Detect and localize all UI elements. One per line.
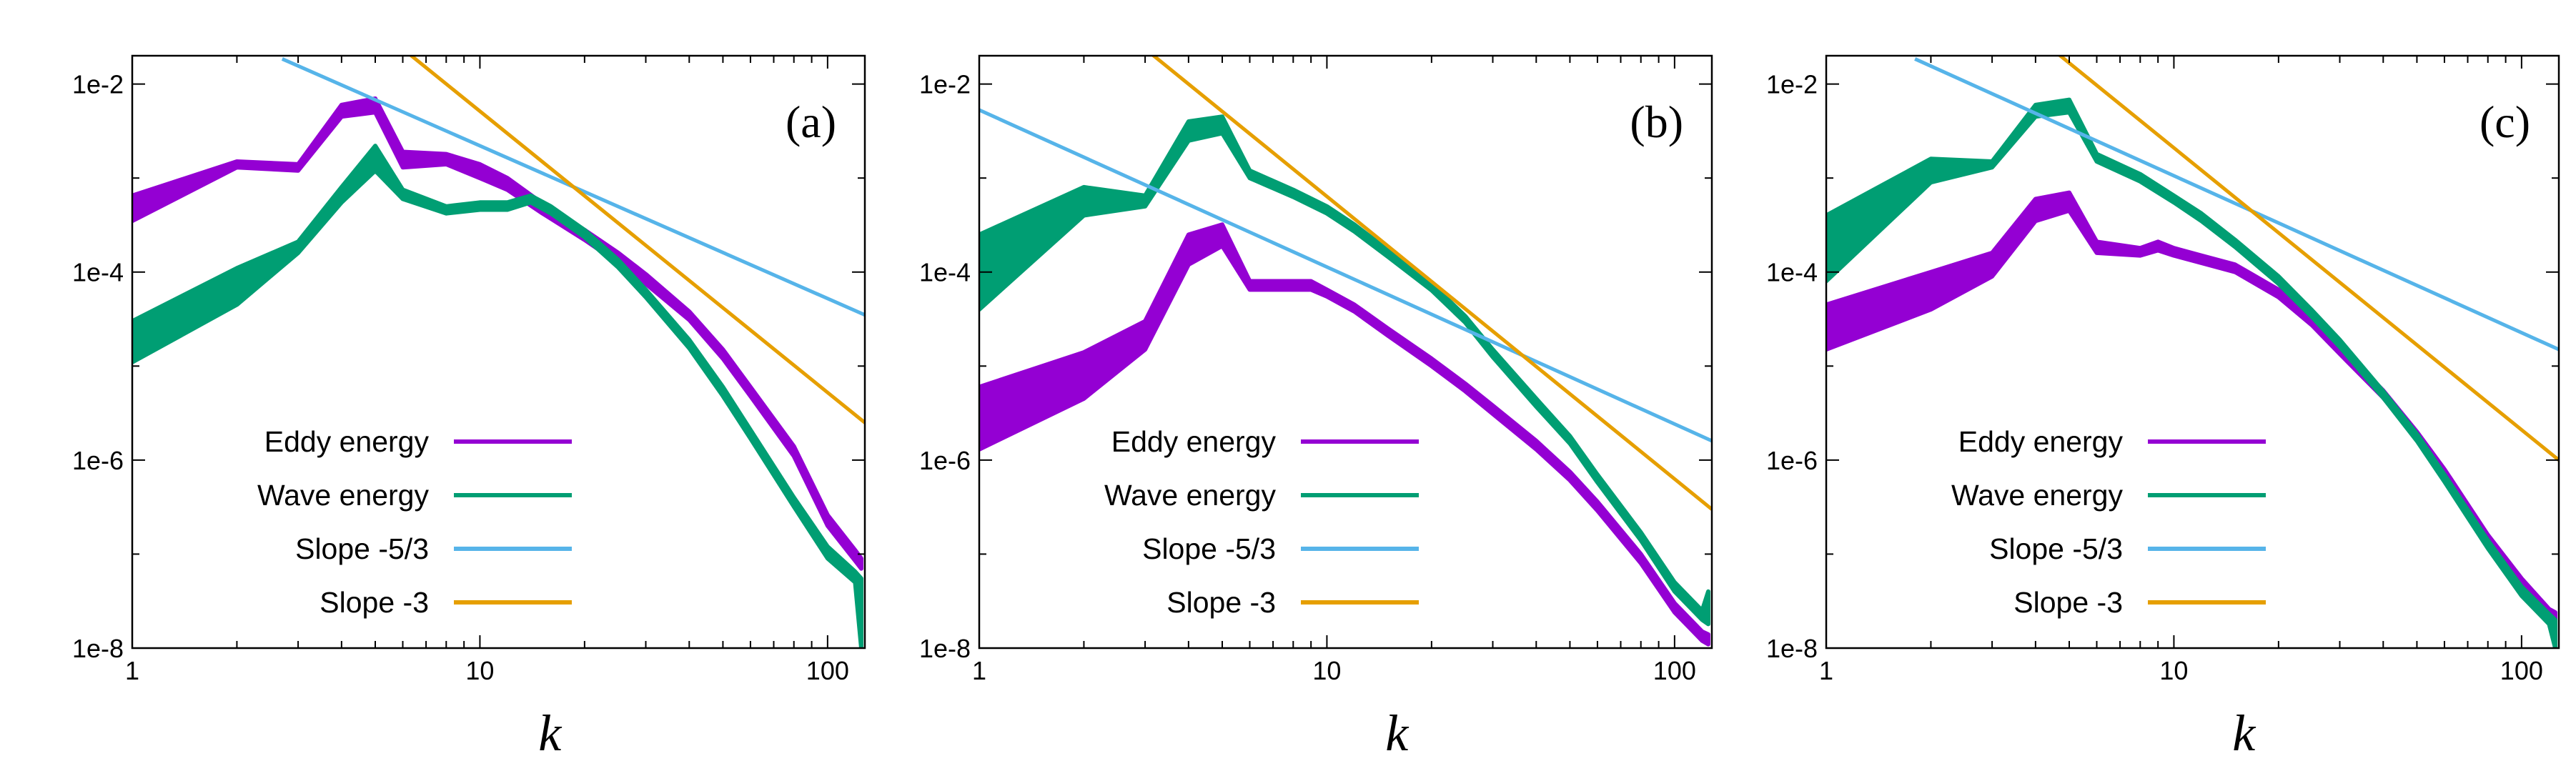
y-tick-label: 1e-2: [1766, 70, 1818, 99]
x-axis-label: k: [1385, 705, 1410, 762]
legend-label: Slope -5/3: [1989, 532, 2123, 565]
panel-c: 1 10 100 1e-8 1e-6 1e-4 1e-2 k (c) Eddy energy Wav…: [1766, 54, 2560, 762]
series-band-eddy-energy: [132, 96, 863, 571]
x-tick-label: 1: [972, 656, 986, 685]
series-line-slope-5-3: [979, 108, 1712, 443]
legend-label: Eddy energy: [264, 425, 430, 458]
legend-label: Eddy energy: [1111, 425, 1277, 458]
plot-area: [979, 56, 1712, 647]
series-band-eddy-energy: [1826, 190, 2557, 625]
y-tick-label: 1e-4: [72, 258, 124, 287]
plot-frame: [131, 54, 866, 650]
series-line-slope-3: [2057, 56, 2559, 462]
y-tick-label: 1e-8: [1766, 634, 1818, 663]
y-tick-label: 1e-8: [72, 634, 124, 663]
x-axis-label: k: [2232, 705, 2257, 762]
series-band-eddy-energy: [979, 222, 1710, 647]
y-tick-label: 1e-6: [72, 446, 124, 475]
series-band-wave-energy: [1826, 97, 2557, 648]
legend-label: Wave energy: [1951, 479, 2124, 512]
legend-label: Slope -3: [2013, 586, 2123, 619]
x-tick-label: 100: [1653, 656, 1696, 685]
legend-label: Slope -5/3: [1142, 532, 1276, 565]
legend-label: Slope -3: [1166, 586, 1276, 619]
x-tick-label: 100: [2500, 656, 2543, 685]
y-tick-label: 1e-2: [72, 70, 124, 99]
plot-frame: [978, 54, 1713, 650]
series-line-slope-5-3: [1914, 57, 2559, 352]
panel-label: (a): [786, 96, 836, 147]
panel-a: 1 10 100 1e-8 1e-6 1e-4 1e-2 k (a) Eddy energy Wav…: [72, 54, 866, 762]
panel-label: (c): [2480, 96, 2530, 147]
legend-label: Slope -5/3: [295, 532, 429, 565]
y-tick-label: 1e-6: [1766, 446, 1818, 475]
y-tick-label: 1e-4: [1766, 258, 1818, 287]
plot-frame: [1825, 54, 2560, 650]
legend: Eddy energy Wave energy Slope -5/3 Slope -3: [257, 425, 572, 619]
series-line-slope-3: [408, 56, 865, 424]
y-tick-label: 1e-4: [919, 258, 971, 287]
x-tick-label: 10: [2159, 656, 2188, 685]
legend: Eddy energy Wave energy Slope -5/3 Slope -3: [1104, 425, 1419, 619]
x-tick-label: 1: [125, 656, 139, 685]
legend-label: Slope -3: [319, 586, 429, 619]
panel-b: 1 10 100 1e-8 1e-6 1e-4 1e-2 k (b) Eddy energy Wav…: [919, 54, 1713, 762]
legend-label: Wave energy: [257, 479, 430, 512]
x-tick-label: 10: [465, 656, 494, 685]
x-tick-label: 1: [1819, 656, 1833, 685]
legend-label: Eddy energy: [1958, 425, 2124, 458]
panel-label: (b): [1630, 96, 1683, 147]
plot-area: [132, 56, 865, 648]
legend: Eddy energy Wave energy Slope -5/3 Slope -3: [1951, 425, 2266, 619]
y-tick-label: 1e-8: [919, 634, 971, 663]
x-tick-label: 100: [806, 656, 849, 685]
series-band-wave-energy: [132, 144, 863, 648]
x-tick-label: 10: [1312, 656, 1341, 685]
y-tick-label: 1e-2: [919, 70, 971, 99]
legend-label: Wave energy: [1104, 479, 1277, 512]
x-axis-label: k: [538, 705, 563, 762]
y-tick-label: 1e-6: [919, 446, 971, 475]
series-band-wave-energy: [979, 114, 1710, 627]
plot-area: [1826, 56, 2559, 648]
series-line-slope-3: [1151, 56, 1712, 511]
